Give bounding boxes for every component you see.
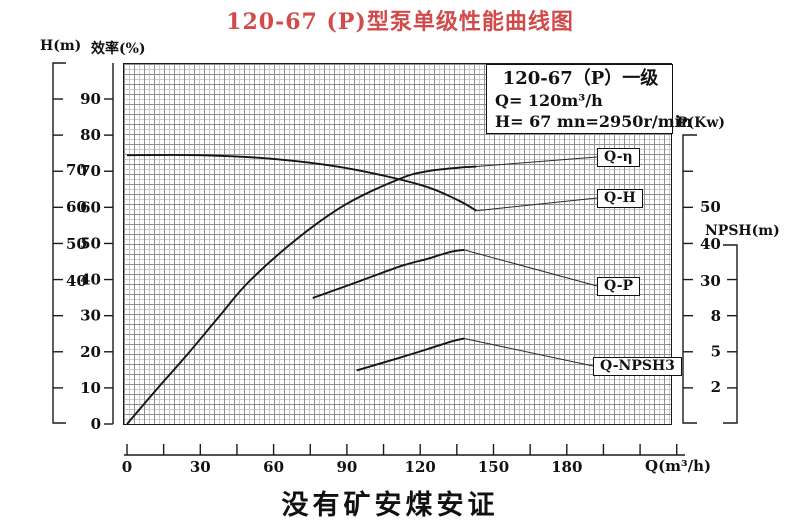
flow-tick-label: 120 — [405, 458, 436, 476]
flow-tick-label: 150 — [478, 458, 509, 476]
efficiency-tick-label: 0 — [91, 415, 101, 433]
page-title: 120-67 (P)型泵单级性能曲线图 — [226, 9, 574, 35]
rated-speed-label: n=2950r/min — [573, 112, 693, 131]
efficiency-tick-label: 60 — [80, 198, 101, 216]
h-axis: 70 60 50 40 — [52, 62, 87, 424]
flow-tick-label: 30 — [190, 458, 211, 476]
npsh-tick-label: 8 — [711, 307, 721, 325]
power-axis-title: P(Kw) — [677, 115, 725, 131]
npsh-axis-title: NPSH(m) — [705, 223, 780, 239]
h-tick-label: 50 — [66, 235, 87, 253]
h-tick-label: 60 — [66, 198, 87, 216]
curve-label-q-p: Q-P — [597, 277, 641, 296]
efficiency-tick-label: 20 — [80, 343, 101, 361]
rated-flow-label: Q= 120m³/h — [495, 91, 603, 110]
efficiency-axis: 90 80 70 60 50 40 30 20 10 0 — [80, 63, 114, 433]
efficiency-tick-label: 70 — [80, 162, 101, 180]
power-tick-label: 30 — [700, 272, 721, 290]
flow-tick-label: 60 — [263, 458, 284, 476]
pump-spec-box: 120-67（P）一级 Q= 120m³/h H= 67 m n=2950r/m… — [486, 64, 692, 134]
npsh-tick-label: 5 — [711, 343, 721, 361]
curve-label-q-eta: Q-η — [597, 148, 640, 167]
efficiency-tick-label: 40 — [80, 271, 101, 289]
curve-label-q-npsh3: Q-NPSH3 — [593, 357, 682, 376]
h-axis-title: H(m) — [40, 38, 82, 54]
efficiency-axis-title: 效率(%) — [91, 41, 146, 57]
flow-tick-label: 0 — [122, 458, 132, 476]
curve-label-q-h: Q-H — [597, 189, 643, 208]
flow-axis: 0 30 60 90 120 150 180 — [122, 444, 685, 476]
npsh-tick-label: 2 — [711, 378, 721, 396]
efficiency-tick-label: 10 — [80, 379, 101, 397]
pump-model-label: 120-67（P）一级 — [502, 68, 659, 89]
h-tick-label: 40 — [66, 272, 87, 290]
h-tick-label: 70 — [66, 161, 87, 179]
power-tick-label: 50 — [700, 198, 721, 216]
flow-tick-label: 180 — [551, 458, 582, 476]
efficiency-tick-label: 80 — [80, 126, 101, 144]
efficiency-tick-label: 90 — [80, 90, 101, 108]
flow-axis-title: Q(m³/h) — [645, 457, 712, 475]
efficiency-tick-label: 50 — [80, 234, 101, 252]
certificate-note: 没有矿安煤安证 — [281, 490, 499, 521]
npsh-axis: 8 5 2 — [711, 244, 738, 424]
rated-head-label: H= 67 m — [495, 112, 574, 131]
rated-head-speed-row: H= 67 m n=2950r/min — [495, 111, 692, 132]
efficiency-tick-label: 30 — [80, 307, 101, 325]
flow-tick-label: 90 — [336, 458, 357, 476]
